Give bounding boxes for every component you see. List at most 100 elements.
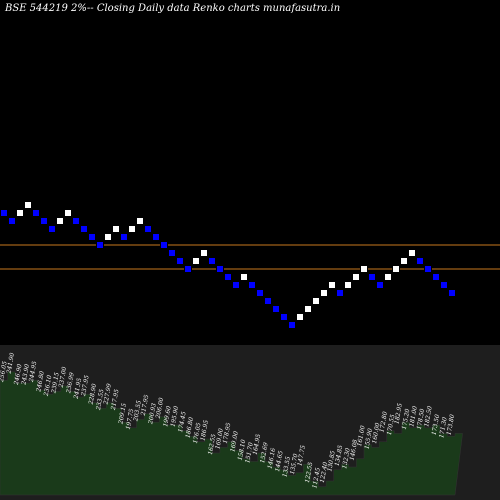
volume-label: 174.45 [177,411,188,433]
down-brick [256,289,264,297]
volume-label: 206.00 [155,397,166,420]
down-brick [152,233,160,241]
volume-label: 246.90 [13,363,24,386]
down-brick [376,281,384,289]
renko-bricks [0,201,456,329]
down-brick [168,249,176,257]
up-brick [104,233,112,241]
up-brick [64,209,72,217]
up-brick [328,281,336,289]
volume-label: 236.10 [43,374,54,397]
volume-label: 130.85 [326,450,337,472]
down-brick [336,289,344,297]
volume-label: 169.00 [214,428,225,450]
volume-label: 122.55 [304,461,315,483]
volume-area [0,371,463,496]
volume-label: 173.80 [446,414,457,436]
volume-label: 112.45 [311,467,322,489]
down-brick [416,257,424,265]
volume-label: 122.40 [319,461,330,483]
up-brick [312,297,320,305]
volume-label: 146.16 [267,447,278,469]
volume-label: 173.50 [431,414,442,436]
volume-label: 160.00 [371,422,382,444]
down-brick [272,305,280,313]
down-brick [88,233,96,241]
volume-label: 237.95 [80,374,91,397]
down-brick [40,217,48,225]
down-brick [80,225,88,233]
volume-label: 161.00 [356,425,367,447]
volume-label: 155.90 [364,428,375,450]
down-brick [440,281,448,289]
volume-label: 233.55 [95,388,106,411]
volume-label: 171.30 [438,416,449,438]
volume-label: 186.95 [199,419,210,441]
down-brick [264,297,272,305]
volume-label: 170.55 [386,414,397,436]
down-brick [48,225,56,233]
down-brick [208,257,216,265]
volume-label: 199.60 [162,405,173,427]
up-brick [392,265,400,273]
down-brick [424,265,432,273]
up-brick [296,313,304,321]
volume-label: 227.99 [102,383,113,406]
volume-label: 241.95 [72,377,83,400]
down-brick [280,313,288,321]
up-brick [408,249,416,257]
up-brick [320,289,328,297]
down-brick [72,217,80,225]
down-brick [32,209,40,217]
volume-label: 209.15 [117,402,128,425]
chart-title: BSE 544219 2%-- Closing Daily data Renko… [4,3,340,14]
volume-label: 239.15 [50,372,61,395]
volume-label: 178.95 [222,422,233,444]
down-brick [448,289,456,297]
down-brick [368,273,376,281]
down-brick [176,257,184,265]
volume-label: 169.00 [229,430,240,452]
up-brick [128,225,136,233]
up-brick [240,273,248,281]
volume-label: 164.95 [252,433,263,455]
up-brick [24,201,32,209]
up-brick [304,305,312,313]
up-brick [56,217,64,225]
volume-label: 144.65 [274,450,285,472]
volume-label: 217.95 [140,394,151,417]
up-brick [136,217,144,225]
volume-label: 162.55 [207,433,218,455]
volume-label: 236.99 [65,372,76,395]
volume-label: 176.05 [192,422,203,444]
volume-label: 217.95 [110,388,121,411]
volume-label: 228.90 [87,383,98,406]
volume-label: 237.00 [58,366,69,389]
volume-label: 134.85 [334,444,345,466]
down-brick [288,321,296,329]
down-brick [96,241,104,249]
down-brick [248,281,256,289]
volume-label: 175.20 [401,408,412,430]
volume-label: 203.55 [132,400,143,423]
volume-label: 146.08 [349,439,360,461]
volume-label: 195.90 [170,405,181,427]
up-brick [384,273,392,281]
volume-label: 241.90 [5,352,16,375]
up-brick [400,257,408,265]
down-brick [184,265,192,273]
volume-label: 197.75 [125,408,136,430]
volume-label: 182.95 [393,402,404,424]
down-brick [216,265,224,273]
volume-label: 132.30 [341,447,352,469]
volume-label: 133.55 [282,456,293,478]
down-brick [0,209,8,217]
volume-label: 244.95 [28,360,39,383]
volume-label: 135.70 [289,453,300,475]
up-brick [16,209,24,217]
down-brick [232,281,240,289]
up-brick [112,225,120,233]
volume-label: 158.10 [237,439,248,461]
